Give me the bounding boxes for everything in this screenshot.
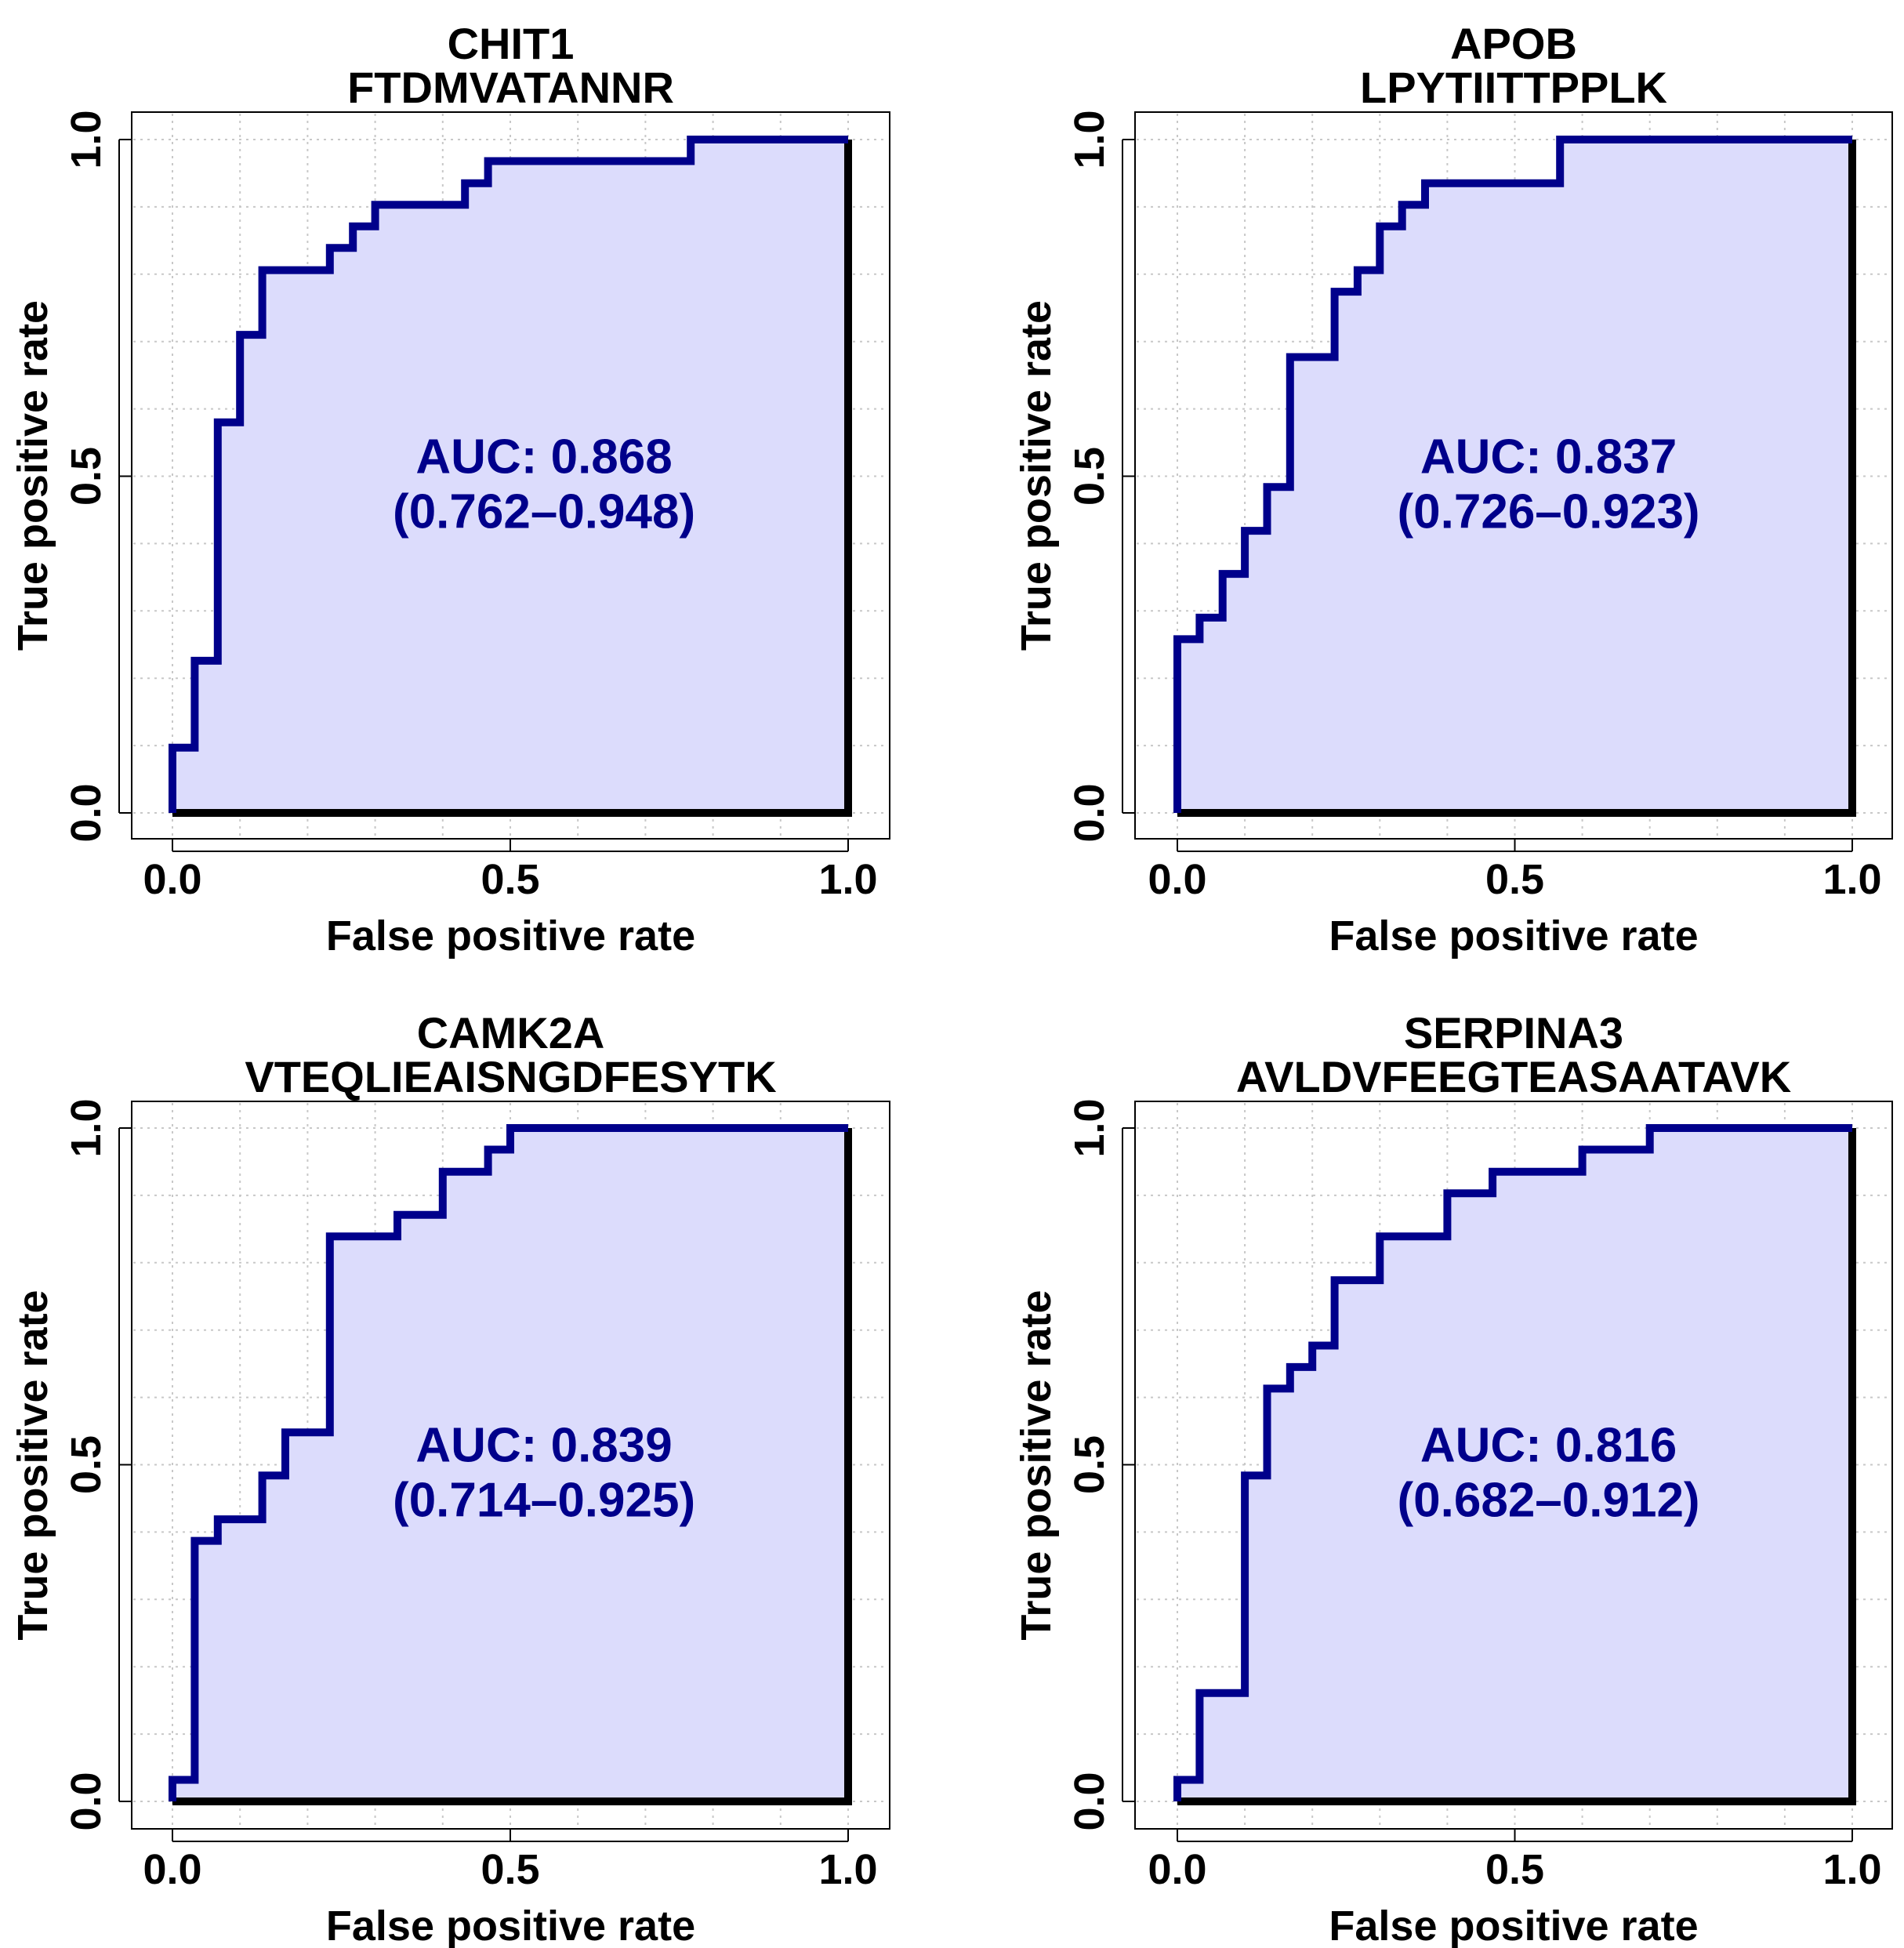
- auc-ci-label: (0.762–0.948): [393, 485, 695, 539]
- x-axis-title: False positive rate: [326, 1903, 695, 1948]
- auc-area: [172, 140, 848, 813]
- y-tick-label: 1.0: [63, 1098, 110, 1157]
- chart-title-gene: APOB: [1450, 19, 1577, 68]
- y-axis-title: True positive rate: [1013, 1290, 1060, 1640]
- auc-value-label: AUC: 0.837: [1420, 430, 1677, 484]
- auc-area: [172, 1128, 848, 1801]
- y-tick-label: 0.0: [1066, 1772, 1113, 1830]
- auc-value-label: AUC: 0.868: [415, 430, 672, 484]
- auc-value-label: AUC: 0.839: [415, 1419, 672, 1473]
- y-tick-label: 1.0: [63, 110, 110, 169]
- x-tick-label: 1.0: [818, 856, 877, 903]
- x-tick-label: 0.5: [1485, 856, 1544, 903]
- y-tick-label: 0.5: [1066, 447, 1113, 506]
- auc-area: [1177, 140, 1852, 813]
- area-border-line: [1177, 1128, 1856, 1805]
- x-tick-label: 0.0: [143, 856, 201, 903]
- y-tick-label: 0.5: [1066, 1435, 1113, 1494]
- y-tick-label: 0.5: [63, 447, 110, 506]
- x-tick-label: 0.5: [481, 856, 539, 903]
- auc-ci-label: (0.682–0.912): [1398, 1474, 1700, 1528]
- roc-curve: [169, 136, 848, 813]
- x-tick-label: 0.0: [143, 1846, 201, 1893]
- area-border-line: [1177, 140, 1856, 817]
- chart-title-gene: SERPINA3: [1404, 1008, 1623, 1057]
- y-tick-label: 0.0: [63, 1772, 110, 1830]
- auc-area: [1177, 1128, 1852, 1801]
- y-axis-title: True positive rate: [9, 1290, 56, 1640]
- x-tick-label: 1.0: [1822, 856, 1881, 903]
- chart-title-gene: CAMK2A: [417, 1008, 605, 1057]
- x-tick-label: 1.0: [1822, 1846, 1881, 1893]
- chart-title-gene: CHIT1: [448, 19, 575, 68]
- x-axis-title: False positive rate: [326, 912, 695, 959]
- auc-ci-label: (0.726–0.923): [1398, 485, 1700, 539]
- x-tick-label: 1.0: [818, 1846, 877, 1893]
- y-tick-label: 1.0: [1066, 110, 1113, 169]
- chart-title-peptide: LPYTIITTPPLK: [1360, 63, 1667, 112]
- y-tick-label: 0.0: [63, 783, 110, 842]
- chart-title-peptide: VTEQLIEAISNGDFESYTK: [245, 1052, 776, 1101]
- auc-value-label: AUC: 0.816: [1420, 1419, 1677, 1473]
- x-axis-title: False positive rate: [1329, 1903, 1698, 1948]
- x-tick-label: 0.0: [1148, 856, 1206, 903]
- x-tick-label: 0.0: [1148, 1846, 1206, 1893]
- y-axis-title: True positive rate: [9, 300, 56, 651]
- y-tick-label: 1.0: [1066, 1098, 1113, 1157]
- y-tick-label: 0.0: [1066, 783, 1113, 842]
- x-tick-label: 0.5: [1485, 1846, 1544, 1893]
- y-tick-label: 0.5: [63, 1435, 110, 1494]
- auc-ci-label: (0.714–0.925): [393, 1474, 695, 1528]
- y-axis-title: True positive rate: [1013, 300, 1060, 651]
- x-tick-label: 0.5: [481, 1846, 539, 1893]
- area-border-line: [172, 1128, 852, 1805]
- roc-curve: [169, 1124, 848, 1801]
- roc-curve: [1173, 136, 1852, 813]
- x-axis-title: False positive rate: [1329, 912, 1698, 959]
- chart-title-peptide: FTDMVATANNR: [347, 63, 674, 112]
- roc-curve: [1173, 1124, 1852, 1801]
- area-border-line: [172, 140, 852, 817]
- chart-title-peptide: AVLDVFEEGTEASAATAVK: [1236, 1052, 1791, 1101]
